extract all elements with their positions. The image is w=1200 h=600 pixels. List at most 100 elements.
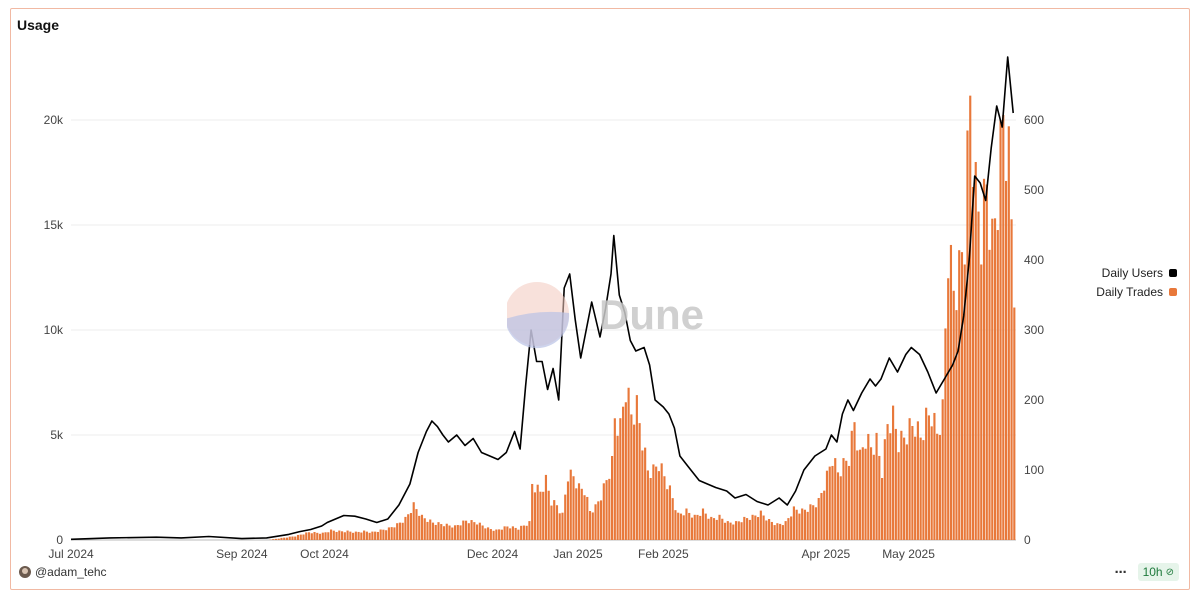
- trade-bar[interactable]: [768, 519, 771, 540]
- trade-bar[interactable]: [969, 95, 972, 540]
- trade-bar[interactable]: [699, 515, 702, 540]
- trade-bar[interactable]: [1004, 180, 1008, 540]
- trade-bar[interactable]: [401, 522, 404, 540]
- trade-bar[interactable]: [283, 537, 286, 540]
- trade-bar[interactable]: [671, 498, 674, 540]
- trade-bar[interactable]: [754, 515, 757, 540]
- trade-bar[interactable]: [487, 527, 490, 540]
- trade-bar[interactable]: [522, 525, 525, 540]
- trade-bar[interactable]: [363, 530, 366, 540]
- legend-item-daily-trades[interactable]: Daily Trades: [1096, 282, 1177, 301]
- trade-bar[interactable]: [503, 526, 506, 540]
- trade-bar[interactable]: [520, 525, 523, 540]
- trade-bar[interactable]: [368, 532, 371, 540]
- trade-bar[interactable]: [872, 454, 875, 540]
- trade-bar[interactable]: [889, 433, 892, 540]
- trade-bar[interactable]: [484, 528, 487, 540]
- trade-bar[interactable]: [690, 517, 694, 540]
- trade-bar[interactable]: [919, 437, 922, 540]
- refresh-status-badge[interactable]: 10h ⊘: [1137, 563, 1179, 581]
- trade-bar[interactable]: [839, 476, 842, 540]
- trade-bar[interactable]: [878, 455, 881, 540]
- trade-bar[interactable]: [409, 513, 413, 540]
- trade-bar[interactable]: [908, 418, 911, 540]
- trade-bar[interactable]: [881, 478, 884, 540]
- trade-bar[interactable]: [390, 527, 393, 540]
- trade-bar[interactable]: [655, 466, 658, 540]
- trade-bar[interactable]: [630, 414, 633, 540]
- trade-bar[interactable]: [371, 531, 374, 540]
- trade-bar[interactable]: [594, 504, 597, 540]
- trade-bar[interactable]: [759, 510, 762, 540]
- trade-bar[interactable]: [528, 521, 531, 540]
- trade-bar[interactable]: [894, 428, 897, 540]
- trade-bar[interactable]: [996, 230, 999, 541]
- trade-bar[interactable]: [407, 514, 410, 540]
- trade-bar[interactable]: [324, 532, 327, 540]
- trade-bar[interactable]: [412, 502, 415, 540]
- trade-bar[interactable]: [591, 512, 594, 540]
- trade-bar[interactable]: [453, 525, 457, 540]
- trade-bar[interactable]: [473, 522, 476, 540]
- trade-bar[interactable]: [597, 501, 600, 540]
- trade-bar[interactable]: [544, 474, 548, 540]
- trade-bar[interactable]: [688, 512, 691, 540]
- trade-bar[interactable]: [599, 500, 603, 540]
- trade-bar[interactable]: [357, 531, 360, 540]
- trade-bar[interactable]: [464, 520, 468, 540]
- trade-bar[interactable]: [773, 525, 776, 540]
- trade-bar[interactable]: [649, 478, 652, 540]
- trade-bar[interactable]: [776, 523, 779, 540]
- trade-bar[interactable]: [418, 515, 421, 540]
- trade-bar[interactable]: [853, 422, 856, 540]
- trade-bar[interactable]: [280, 537, 283, 540]
- trade-bar[interactable]: [726, 521, 729, 540]
- trade-bar[interactable]: [674, 510, 677, 540]
- trade-bar[interactable]: [715, 519, 718, 540]
- daily-users-line-path[interactable]: [70, 56, 1014, 541]
- trade-bar[interactable]: [641, 450, 644, 540]
- trade-bar[interactable]: [327, 532, 330, 540]
- trade-bar[interactable]: [316, 532, 319, 540]
- trade-bar[interactable]: [903, 437, 906, 540]
- trade-bar[interactable]: [429, 519, 432, 540]
- trade-bar[interactable]: [883, 439, 886, 540]
- trade-bar[interactable]: [619, 418, 622, 540]
- trade-bar[interactable]: [374, 531, 377, 540]
- trade-bar[interactable]: [536, 484, 539, 540]
- trade-bar[interactable]: [795, 509, 798, 540]
- trade-bar[interactable]: [481, 525, 484, 540]
- trade-bar[interactable]: [542, 491, 545, 540]
- trade-bar[interactable]: [682, 515, 685, 540]
- trade-bar[interactable]: [564, 494, 567, 540]
- trade-bar[interactable]: [806, 511, 809, 540]
- trade-bar[interactable]: [365, 531, 368, 540]
- trade-bar[interactable]: [963, 264, 966, 540]
- trade-bar[interactable]: [291, 536, 294, 540]
- trade-bar[interactable]: [404, 516, 407, 540]
- trade-bar[interactable]: [525, 525, 528, 540]
- trade-bar[interactable]: [770, 521, 773, 540]
- trade-bar[interactable]: [748, 519, 751, 540]
- trade-bar[interactable]: [646, 470, 649, 540]
- trade-bar[interactable]: [426, 521, 429, 540]
- trade-bar[interactable]: [825, 470, 829, 540]
- trade-bar[interactable]: [577, 483, 581, 540]
- trade-bar[interactable]: [622, 406, 625, 540]
- trade-bar[interactable]: [737, 521, 740, 540]
- trade-bar[interactable]: [974, 162, 977, 540]
- trade-bar[interactable]: [823, 490, 826, 540]
- trade-bar[interactable]: [553, 500, 556, 540]
- trade-bar[interactable]: [1002, 114, 1005, 541]
- trade-bar[interactable]: [1013, 307, 1016, 540]
- trade-bar[interactable]: [900, 430, 903, 540]
- trade-bar[interactable]: [382, 529, 385, 540]
- trade-bar[interactable]: [971, 186, 975, 541]
- trade-bar[interactable]: [734, 521, 738, 540]
- trade-bar[interactable]: [905, 444, 908, 540]
- trade-bar[interactable]: [982, 178, 986, 541]
- trade-bar[interactable]: [611, 456, 614, 540]
- trade-bar[interactable]: [677, 512, 680, 540]
- trade-bar[interactable]: [624, 402, 627, 540]
- trade-bar[interactable]: [335, 531, 338, 540]
